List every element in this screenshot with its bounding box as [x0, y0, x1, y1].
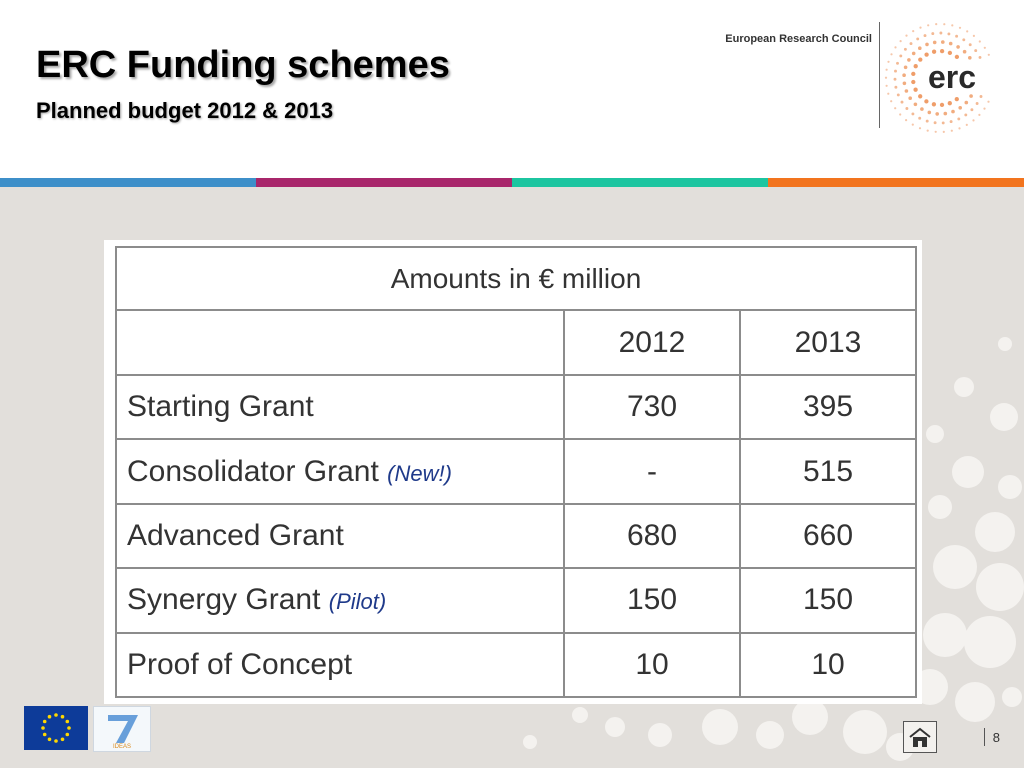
color-stripe-teal	[512, 178, 768, 187]
slide-subtitle: Planned budget 2012 & 2013	[36, 98, 334, 123]
row-label: Starting Grant	[127, 390, 314, 424]
value-2012: 730	[563, 373, 741, 441]
slide-title: ERC Funding schemes	[36, 44, 450, 86]
table-row: Synergy Grant (Pilot) 150 150	[115, 567, 917, 634]
erc-logo-text: erc	[928, 59, 976, 95]
row-label: Advanced Grant	[127, 518, 344, 552]
value-2013: 395	[739, 373, 917, 441]
value-2012: 10	[563, 631, 741, 699]
value-2012: 150	[563, 567, 741, 634]
logo-divider	[879, 22, 880, 128]
value-2013: 150	[739, 567, 917, 634]
erc-logo-dots	[884, 23, 990, 133]
color-stripe-orange	[768, 178, 1024, 187]
table-caption-row: Amounts in € million	[115, 246, 917, 311]
content-area: Amounts in € million 2012 2013 Starting …	[0, 187, 1024, 768]
row-label: Consolidator Grant	[127, 454, 379, 488]
row-note: (New!)	[387, 460, 452, 486]
value-2012: -	[563, 438, 741, 505]
row-label-cell: Advanced Grant	[115, 502, 565, 570]
table-row: Consolidator Grant (New!) - 515	[115, 438, 917, 505]
slide-header: ERC Funding schemes Planned budget 2012 …	[0, 0, 1024, 178]
row-label: Proof of Concept	[127, 647, 353, 681]
table-row: Advanced Grant 680 660	[115, 502, 917, 570]
value-2013: 515	[739, 438, 917, 505]
home-button[interactable]	[903, 721, 937, 753]
page-number: 8	[992, 730, 1000, 745]
budget-table: Amounts in € million 2012 2013 Starting …	[115, 246, 917, 699]
value-2012: 680	[563, 502, 741, 570]
erc-logo: erc	[884, 23, 990, 133]
value-2013: 660	[739, 502, 917, 570]
table-row: Starting Grant 730 395	[115, 373, 917, 441]
color-stripe-blue	[0, 178, 256, 187]
table-header-row: 2012 2013	[115, 309, 917, 376]
row-note: (Pilot)	[328, 589, 387, 615]
org-name: European Research Council	[725, 33, 872, 45]
row-label-cell: Synergy Grant (Pilot)	[115, 567, 565, 634]
row-label: Synergy Grant	[127, 583, 321, 617]
header-empty-cell	[115, 309, 565, 376]
fp7-label: IDEAS	[113, 744, 131, 750]
fp7-ideas-logo: IDEAS	[93, 706, 151, 752]
header-2013: 2013	[739, 309, 917, 376]
table-row: Proof of Concept 10 10	[115, 631, 917, 699]
eu-stars	[41, 713, 71, 743]
budget-table-container: Amounts in € million 2012 2013 Starting …	[104, 240, 922, 704]
home-icon	[909, 727, 931, 747]
row-label-cell: Starting Grant	[115, 373, 565, 441]
header-2012: 2012	[563, 309, 741, 376]
row-label-cell: Consolidator Grant (New!)	[115, 438, 565, 505]
page-number-separator	[984, 728, 985, 746]
eu-flag-icon	[24, 706, 88, 750]
value-2013: 10	[739, 631, 917, 699]
color-stripe-magenta	[256, 178, 512, 187]
table-caption: Amounts in € million	[115, 246, 917, 311]
row-label-cell: Proof of Concept	[115, 631, 565, 699]
